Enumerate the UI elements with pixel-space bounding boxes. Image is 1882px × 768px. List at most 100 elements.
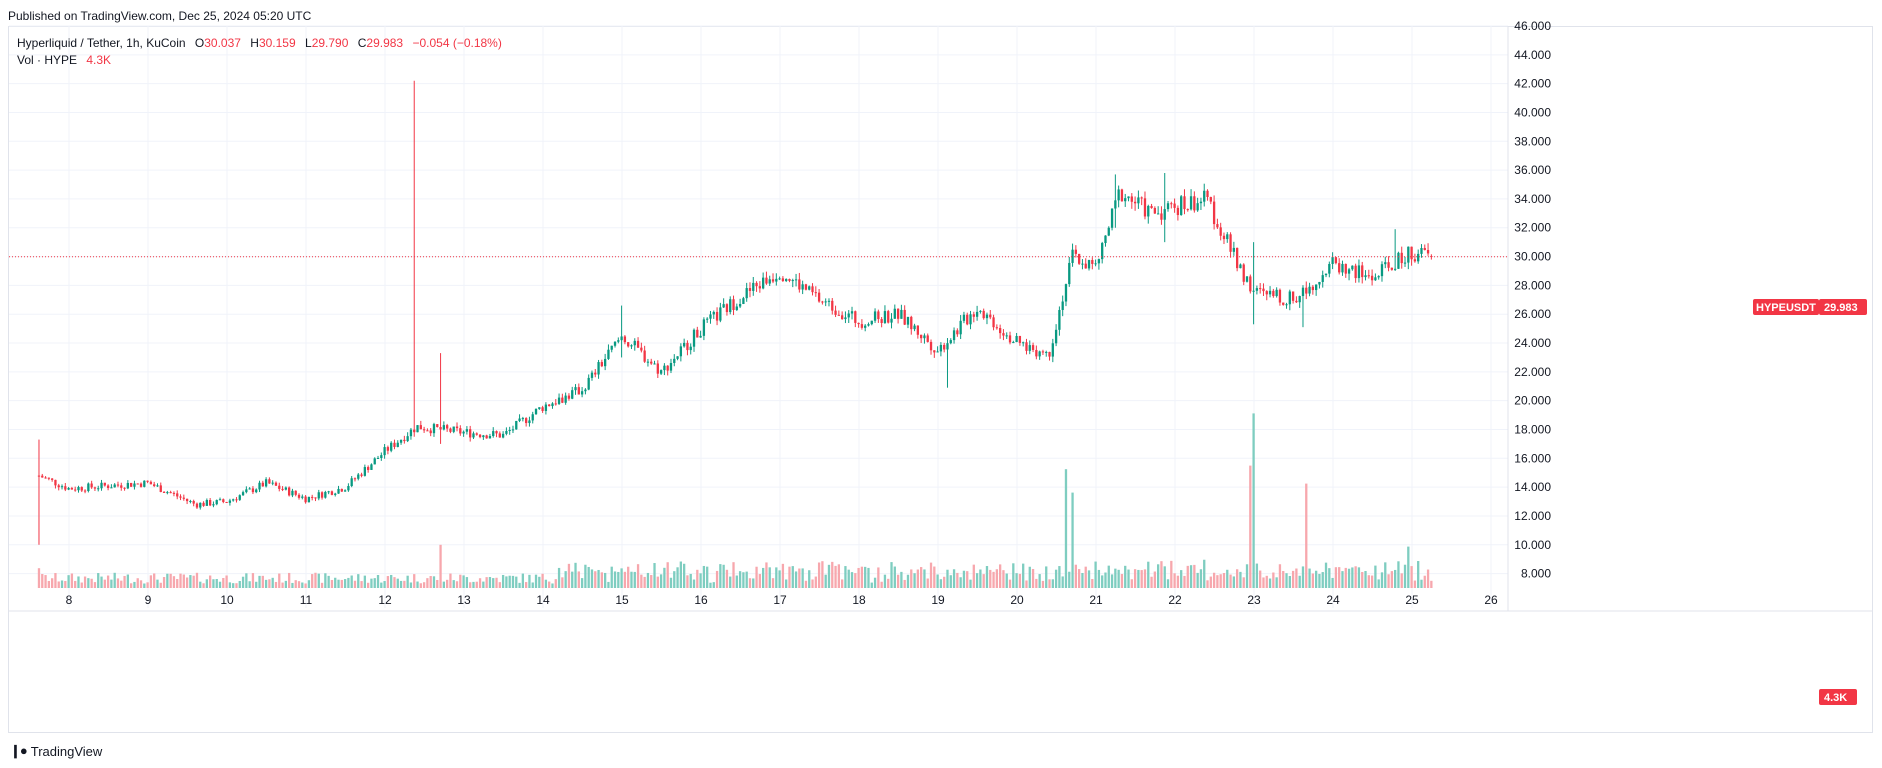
legend-change: −0.054 (−0.18%)	[412, 36, 502, 50]
volume-bar	[548, 581, 551, 588]
candle-body	[580, 391, 584, 395]
volume-bar	[232, 583, 235, 588]
volume-bar	[524, 582, 528, 588]
candle-body	[445, 425, 449, 429]
volume-bar	[126, 574, 130, 588]
candle-body	[80, 487, 83, 491]
volume-bar	[1344, 567, 1347, 588]
volume-bar	[1077, 569, 1081, 588]
volume-bar	[1186, 565, 1189, 588]
candle-body	[1120, 189, 1124, 202]
candle-body	[324, 491, 327, 498]
volume-bar	[956, 572, 959, 588]
volume-bar	[80, 582, 83, 588]
y-tick-label: 26.000	[1514, 307, 1551, 321]
candle-body	[646, 361, 650, 363]
x-tick-label: 20	[1010, 593, 1024, 607]
volume-bar	[906, 574, 910, 588]
candle-body	[482, 435, 485, 438]
volume-bar	[208, 575, 212, 588]
volume-bar	[287, 572, 291, 588]
volume-bar	[83, 576, 87, 588]
volume-bar	[544, 579, 548, 588]
candle-body	[41, 475, 44, 478]
candle-body	[1002, 333, 1005, 336]
candle-body	[1370, 275, 1374, 281]
candle-body	[172, 492, 176, 494]
candle-body	[1275, 289, 1278, 297]
candle-body	[87, 483, 90, 492]
candle-body	[706, 318, 709, 320]
candle-body	[390, 442, 393, 451]
volume-bar	[1015, 573, 1018, 588]
volume-bar	[37, 568, 41, 588]
volume-bar	[837, 564, 841, 588]
y-tick-label: 34.000	[1514, 192, 1551, 206]
candle-body	[241, 492, 245, 496]
volume-bar	[116, 578, 120, 588]
candle-body	[735, 306, 738, 310]
candle-body	[571, 390, 574, 399]
candle-body	[74, 489, 77, 491]
volume-bar	[475, 581, 478, 588]
volume-bar	[445, 579, 449, 588]
candle-body	[1235, 247, 1239, 269]
candle-body	[850, 311, 854, 314]
volume-bar	[390, 574, 393, 588]
candle-body	[1160, 213, 1163, 220]
volume-bar	[1058, 566, 1061, 588]
candle-body	[320, 492, 324, 498]
candle-body	[251, 488, 255, 493]
candle-body	[159, 485, 162, 492]
candle-body	[475, 433, 478, 435]
time-axis[interactable]: 8 9 10 11 12 13 14 15 16 17 18 19 20 21 22 23 24 25 26	[66, 593, 1498, 607]
tradingview-brand[interactable]: ❙● TradingView	[10, 743, 102, 759]
volume-bar	[603, 572, 607, 588]
candle-body	[245, 489, 248, 493]
candle-body	[860, 324, 864, 328]
volume-bar	[613, 571, 617, 588]
candle-body	[396, 442, 399, 447]
volume-bar	[1166, 579, 1170, 588]
volume-bar	[682, 563, 686, 588]
volume-bar	[54, 573, 57, 588]
volume-bars	[37, 413, 1433, 588]
candle-body	[752, 282, 755, 291]
price-axis[interactable]: 46.000 44.000 42.000 40.000 38.000 36.000 34.0…	[1514, 19, 1551, 581]
volume-bar	[1384, 562, 1387, 588]
candle-body	[54, 479, 57, 486]
volume-bar	[590, 569, 594, 588]
candle-body	[831, 300, 834, 311]
volume-bar	[1341, 571, 1344, 588]
volume-bar	[975, 573, 979, 588]
volume-bar	[505, 576, 508, 588]
volume-bar	[1407, 546, 1410, 588]
tradingview-logo-icon: ❙●	[10, 743, 28, 758]
volume-bar	[403, 580, 406, 588]
candle-body	[824, 301, 827, 303]
volume-bar	[166, 573, 169, 588]
candle-body	[248, 488, 251, 490]
volume-bar	[1357, 567, 1361, 588]
candle-body	[501, 433, 505, 438]
volume-bar	[943, 576, 946, 588]
volume-bar	[212, 579, 215, 588]
volume-bar	[1101, 575, 1104, 588]
candle-body	[1130, 196, 1133, 202]
candle-body	[1199, 201, 1203, 204]
legend-low: 29.790	[311, 36, 349, 50]
candle-body	[1018, 335, 1022, 343]
volume-bar	[373, 578, 376, 588]
volume-bar	[982, 574, 985, 588]
candle-body	[636, 340, 640, 348]
volume-bar	[1295, 568, 1298, 588]
volume-bar	[1189, 565, 1193, 588]
volume-bar	[1308, 568, 1311, 588]
candle-body	[1413, 259, 1417, 262]
volume-bar	[1288, 576, 1291, 588]
volume-bar	[729, 576, 732, 588]
volume-bar	[1351, 567, 1354, 588]
volume-bar	[844, 566, 847, 588]
candle-body	[643, 350, 646, 362]
